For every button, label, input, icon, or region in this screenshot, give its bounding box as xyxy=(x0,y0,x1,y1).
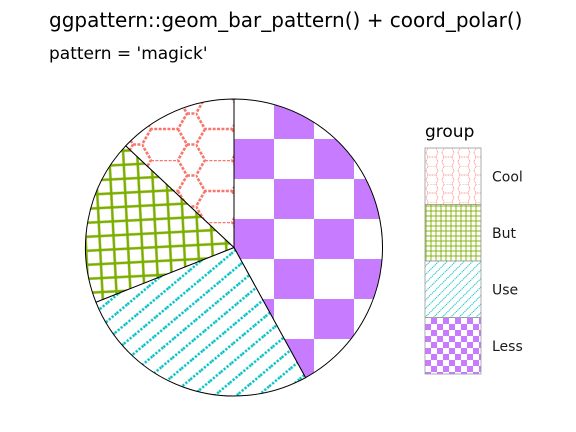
legend: Cool But Use Less xyxy=(424,147,523,375)
pie-slices xyxy=(85,98,383,397)
legend-title: group xyxy=(425,122,474,142)
legend-label-but: But xyxy=(492,226,516,242)
chart-title: ggpattern::geom_bar_pattern() + coord_po… xyxy=(49,8,522,32)
pie-slice-use xyxy=(95,246,307,397)
legend-key-but xyxy=(424,204,482,262)
pie-slice-but xyxy=(85,145,235,303)
legend-key-use xyxy=(424,260,482,318)
pie-slice-cool xyxy=(125,98,235,249)
legend-label-cool: Cool xyxy=(492,169,523,185)
chart-subtitle: pattern = 'magick' xyxy=(49,44,208,64)
legend-key-cool xyxy=(424,147,482,205)
legend-label-less: Less xyxy=(492,339,523,355)
pie-slice-less xyxy=(233,98,383,379)
legend-key-less xyxy=(424,317,482,375)
legend-label-use: Use xyxy=(492,282,518,298)
